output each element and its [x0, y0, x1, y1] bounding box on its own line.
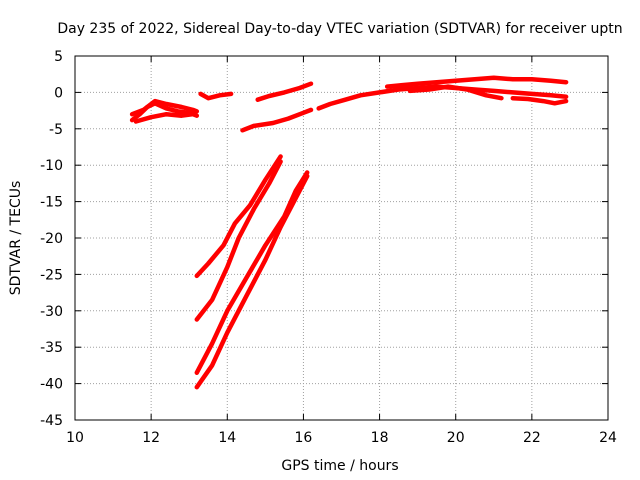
- series-arc-4: [198, 91, 234, 101]
- series-arc-2: [129, 98, 200, 117]
- x-tick-label: 16: [295, 430, 313, 446]
- x-tick-label: 20: [447, 430, 465, 446]
- x-axis-label: GPS time / hours: [281, 458, 398, 474]
- x-tick-label: 18: [371, 430, 389, 446]
- y-tick-label: -25: [40, 267, 63, 283]
- series-arc-12: [194, 159, 283, 322]
- y-tick-label: 0: [54, 85, 63, 101]
- series-arc-10: [510, 95, 569, 106]
- series-arc-5: [255, 81, 314, 102]
- y-tick-label: -15: [40, 195, 63, 211]
- series-arc-9: [407, 84, 504, 101]
- x-tick-label: 10: [66, 430, 84, 446]
- axis-ticks: 10 12 14 16 18 20 22 24 5 0 -5 -10 -15 -20 -25 -30 -35 -4…: [40, 49, 617, 446]
- series-arc-14: [194, 173, 310, 390]
- y-axis-label: SDTVAR / TECUs: [8, 181, 24, 296]
- y-tick-label: -5: [49, 122, 63, 138]
- y-tick-label: -45: [40, 413, 63, 429]
- series-arc-8: [384, 75, 569, 89]
- series-arc-11: [194, 154, 283, 279]
- series-group: [129, 75, 569, 390]
- y-tick-label: 5: [54, 49, 63, 65]
- series-arc-6: [240, 107, 314, 133]
- x-tick-label: 24: [599, 430, 617, 446]
- series-arc-13: [194, 170, 310, 375]
- chart-title: Day 235 of 2022, Sidereal Day-to-day VTE…: [57, 21, 622, 37]
- y-tick-label: -10: [40, 158, 63, 174]
- y-tick-label: -40: [40, 377, 63, 393]
- y-tick-label: -20: [40, 231, 63, 247]
- x-tick-label: 14: [218, 430, 236, 446]
- y-tick-label: -30: [40, 304, 63, 320]
- x-tick-label: 12: [142, 430, 160, 446]
- series-arc-3: [133, 111, 196, 124]
- y-tick-label: -35: [40, 340, 63, 356]
- x-tick-label: 22: [523, 430, 541, 446]
